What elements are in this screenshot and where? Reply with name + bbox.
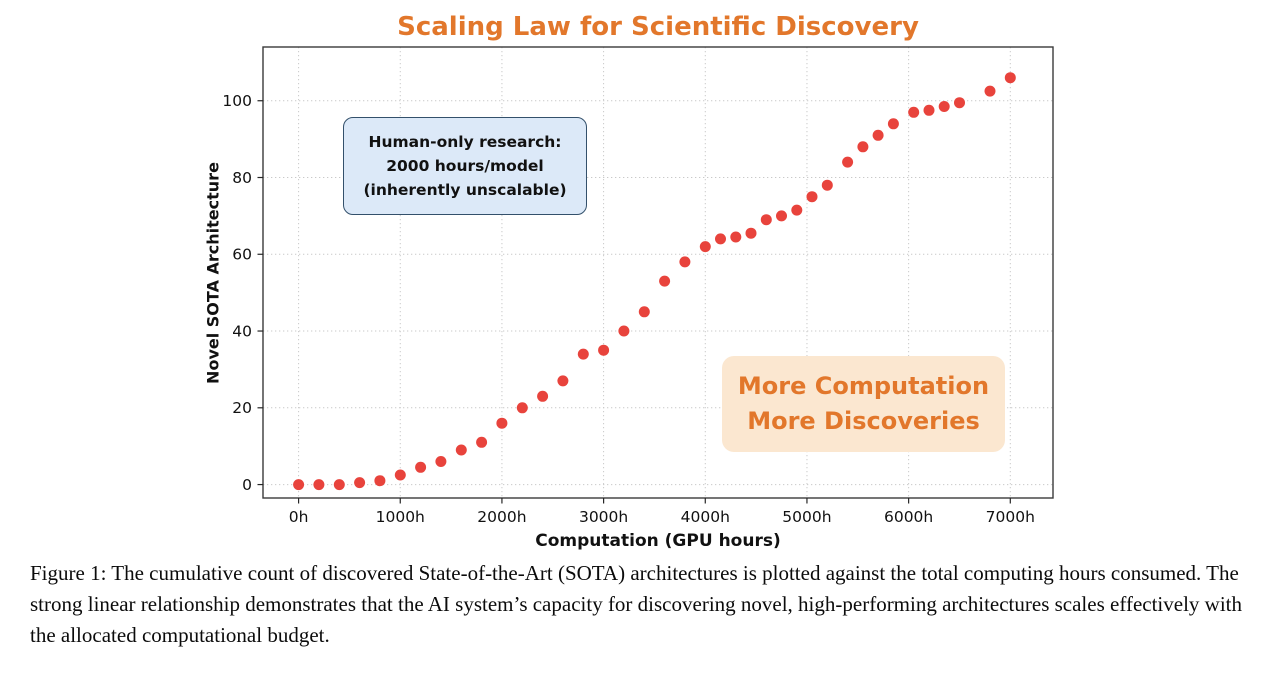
scatter-point xyxy=(659,275,671,287)
x-tick-label: 1000h xyxy=(376,508,425,526)
scatter-point xyxy=(887,118,899,130)
y-tick-label: 80 xyxy=(232,169,252,187)
scatter-point xyxy=(730,231,742,243)
x-tick-label: 5000h xyxy=(782,508,831,526)
scatter-point xyxy=(394,469,406,481)
figure-caption: Figure 1: The cumulative count of discov… xyxy=(30,561,1242,647)
scatter-point xyxy=(760,214,772,226)
scatter-point xyxy=(374,475,386,487)
chart-title: Scaling Law for Scientific Discovery xyxy=(397,12,919,42)
y-tick-label: 60 xyxy=(232,246,252,264)
scatter-point xyxy=(954,97,965,109)
scatter-point xyxy=(715,233,726,245)
x-tick-label: 6000h xyxy=(884,508,933,526)
scatter-point xyxy=(435,456,447,467)
x-tick-label: 7000h xyxy=(986,508,1035,526)
scatter-plot: 0h 1000h 2000h 3000h 4000h 5000h 6000h 7000h 0 20… xyxy=(222,46,1054,526)
human-research-annotation: Human-only research: 2000 hours/model (i… xyxy=(343,117,587,216)
scatter-point xyxy=(313,479,325,491)
scatter-point xyxy=(791,204,803,216)
x-tick-label: 4000h xyxy=(681,508,730,526)
scatter-point xyxy=(293,479,305,491)
scatter-point xyxy=(776,210,787,222)
x-tick-label: 2000h xyxy=(477,508,526,526)
scatter-point xyxy=(516,402,528,414)
scatter-point xyxy=(745,227,757,239)
scatter-point xyxy=(842,156,854,168)
scatter-point xyxy=(821,179,833,191)
scatter-point xyxy=(1004,72,1016,84)
more-computation-line1: More Computation xyxy=(737,372,990,400)
human-research-line2: 2000 hours/model xyxy=(386,157,544,176)
scatter-point xyxy=(354,477,366,489)
scatter-point xyxy=(872,129,884,141)
y-tick-label: 40 xyxy=(232,322,252,340)
scatter-point xyxy=(455,444,467,456)
scatter-point xyxy=(476,436,488,448)
x-axis-label: Computation (GPU hours) xyxy=(535,531,781,551)
y-tick-label: 100 xyxy=(222,92,252,110)
more-computation-annotation: More Computation More Discoveries xyxy=(722,356,1005,452)
scatter-point xyxy=(557,375,569,387)
scatter-point xyxy=(577,348,589,360)
scatter-point xyxy=(638,306,650,318)
scatter-point xyxy=(496,417,508,429)
scatter-point xyxy=(618,325,630,337)
scatter-point xyxy=(908,106,920,118)
y-tick-label: 20 xyxy=(232,399,252,417)
scatter-point xyxy=(699,241,711,253)
y-axis-label: Novel SOTA Architecture xyxy=(203,162,223,384)
x-tick-label: 3000h xyxy=(579,508,628,526)
scatter-point xyxy=(857,141,869,153)
scatter-point xyxy=(938,101,950,112)
more-computation-line2: More Discoveries xyxy=(747,406,980,435)
scatter-point xyxy=(537,390,549,402)
y-tick-label: 0 xyxy=(242,476,252,494)
scatter-point xyxy=(333,479,345,491)
x-tick-label: 0h xyxy=(289,508,309,526)
scatter-point xyxy=(923,104,935,116)
scatter-point xyxy=(679,256,691,268)
plot-border xyxy=(262,46,1054,499)
scatter-point xyxy=(984,85,996,97)
scatter-point xyxy=(598,344,610,356)
human-research-line3: (inherently unscalable) xyxy=(363,181,567,200)
scatter-point xyxy=(415,461,427,473)
scatter-point xyxy=(806,191,818,203)
human-research-line1: Human-only research: xyxy=(368,133,562,151)
